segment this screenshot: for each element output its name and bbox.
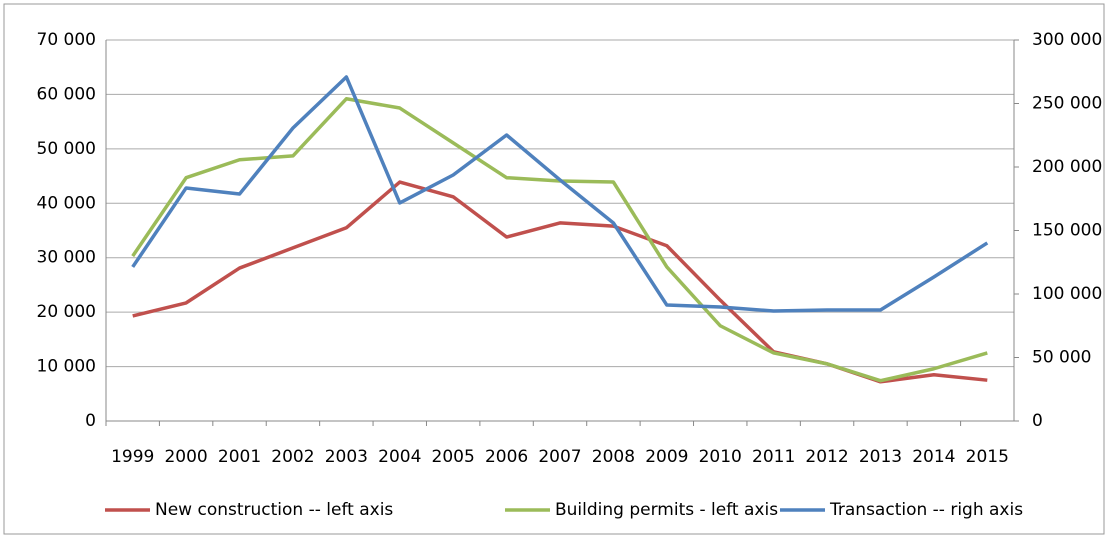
y-tick-label: 30 000 <box>37 248 96 268</box>
y-tick-label: 40 000 <box>37 193 96 213</box>
x-tick-label: 2004 <box>378 447 421 467</box>
x-tick-label: 2001 <box>218 447 261 467</box>
y-tick-label: 20 000 <box>37 302 96 322</box>
y2-tick-label: 100 000 <box>1032 284 1102 304</box>
y-tick-label: 60 000 <box>37 84 96 104</box>
y2-tick-label: 50 000 <box>1032 348 1091 368</box>
y2-tick-label: 200 000 <box>1032 157 1102 177</box>
x-tick-label: 2009 <box>645 447 688 467</box>
legend-label: Transaction -- righ axis <box>829 500 1023 520</box>
x-tick-label: 2000 <box>164 447 207 467</box>
x-tick-label: 2007 <box>538 447 581 467</box>
x-tick-label: 2010 <box>699 447 742 467</box>
x-tick-label: 2012 <box>805 447 848 467</box>
y2-tick-label: 250 000 <box>1032 94 1102 114</box>
series-line <box>131 75 989 313</box>
y2-tick-label: 0 <box>1032 411 1043 431</box>
x-tick-label: 2014 <box>912 447 955 467</box>
x-tick-label: 2011 <box>752 447 795 467</box>
chart-border <box>3 3 1105 535</box>
y-tick-label: 50 000 <box>37 139 96 159</box>
legend-label: Building permits - left axis <box>555 500 778 520</box>
x-tick-label: 1999 <box>111 447 154 467</box>
y-tick-label: 0 <box>85 411 96 431</box>
y-tick-label: 10 000 <box>37 357 96 377</box>
x-tick-label: 2005 <box>432 447 475 467</box>
x-tick-label: 2006 <box>485 447 528 467</box>
x-tick-label: 2015 <box>966 447 1009 467</box>
y2-tick-label: 150 000 <box>1032 221 1102 241</box>
x-tick-label: 2013 <box>859 447 902 467</box>
y2-tick-label: 300 000 <box>1032 30 1102 50</box>
legend-label: New construction -- left axis <box>155 500 393 520</box>
x-tick-label: 2002 <box>271 447 314 467</box>
x-tick-label: 2008 <box>592 447 635 467</box>
y-tick-label: 70 000 <box>37 30 96 50</box>
x-tick-label: 2003 <box>325 447 368 467</box>
